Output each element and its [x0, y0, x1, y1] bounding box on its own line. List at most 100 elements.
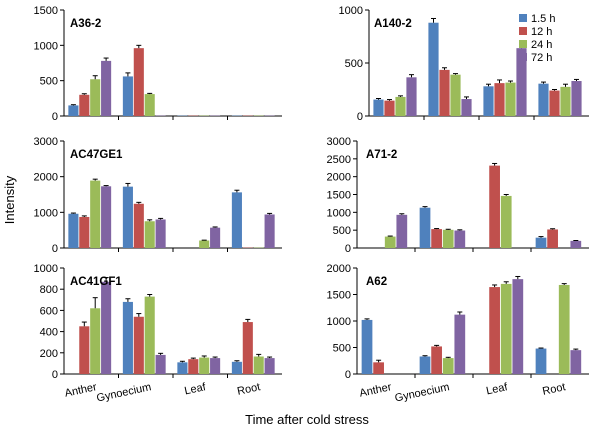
bar-gynoecium-12h [431, 229, 442, 248]
bar-anther-1-5h [373, 99, 384, 116]
legend-label-12h: 12 h [531, 26, 552, 38]
bar-root-1-5h [535, 237, 547, 248]
y-tick-label: 1000 [327, 207, 351, 219]
panel-title: A140-2 [374, 18, 412, 30]
y-tick-label: 800 [40, 284, 58, 296]
panel-title: A36-2 [70, 18, 101, 30]
panel-title: A62 [366, 276, 387, 288]
bar-leaf-72h [516, 48, 527, 116]
bar-anther-12h [79, 326, 90, 374]
panel-a140-2: 0 500 1000 A140-2 [339, 5, 589, 123]
bar-anther-1-5h [361, 319, 373, 374]
category-label-root: Root [541, 381, 566, 398]
bar-leaf-72h [210, 358, 221, 374]
bar-root-24h [558, 284, 570, 374]
y-tick-label: 500 [333, 225, 351, 237]
bar-gynoecium-12h [133, 48, 144, 116]
bar-gynoecium-12h [133, 203, 144, 248]
bar-gynoecium-1-5h [122, 186, 133, 248]
bar-root-12h [549, 90, 560, 116]
y-tick-label: 0 [345, 369, 351, 381]
y-tick-label: 500 [333, 343, 351, 355]
bar-root-12h [547, 229, 558, 248]
y-tick-label: 1000 [339, 5, 363, 17]
legend-swatch-1-5h [519, 14, 527, 22]
y-tick-label: 500 [40, 76, 58, 88]
bar-root-72h [570, 350, 582, 374]
y-tick-label: 2000 [34, 172, 58, 184]
bar-anther-72h [406, 77, 417, 116]
bar-gynoecium-72h [454, 314, 466, 374]
bar-leaf-12h [489, 287, 500, 374]
bar-gynoecium-72h [155, 219, 166, 248]
y-tick-label: 3000 [34, 136, 58, 148]
bar-gynoecium-24h [144, 94, 155, 116]
y-tick-label: 400 [40, 327, 58, 339]
bar-root-1-5h [231, 192, 242, 248]
bar-leaf-24h [500, 195, 512, 248]
legend: 1.5 h12 h24 h72 h [519, 13, 555, 64]
bar-gynoecium-24h [144, 296, 155, 374]
bar-leaf-12h [188, 359, 199, 374]
bar-anther-24h [395, 96, 406, 116]
bar-gynoecium-1-5h [122, 301, 133, 374]
legend-swatch-12h [519, 27, 527, 35]
panel-title: AC41GF1 [70, 276, 122, 288]
bar-anther-24h [90, 308, 101, 374]
bar-anther-24h [90, 180, 101, 248]
panel-title: AC47GE1 [70, 149, 123, 161]
panel-title: A71-2 [366, 149, 397, 161]
y-tick-label: 500 [345, 58, 363, 70]
panel-ac47ge1: 0 1000 2000 3000 AC47GE1 [34, 136, 282, 255]
bar-root-72h [264, 358, 275, 374]
bar-anther-72h [396, 214, 408, 248]
legend-swatch-24h [519, 40, 527, 48]
legend-swatch-72h [519, 53, 527, 61]
y-tick-label: 2500 [327, 154, 351, 166]
bar-gynoecium-24h [144, 221, 155, 248]
y-tick-label: 0 [357, 111, 363, 123]
panel-a36-2: 0 500 1000 1500 A36-2 [34, 5, 282, 123]
y-tick-label: 0 [52, 111, 58, 123]
panel-a71-2: 0 500 1000 1500 2000 2500 3000 A71-2 [327, 136, 589, 255]
x-axis-label: Time after cold stress [245, 412, 369, 427]
bar-root-72h [571, 81, 582, 116]
bar-anther-12h [384, 100, 395, 116]
category-label-gynoecium: Gynoecium [95, 381, 152, 404]
panel-ac41gf1: 0 200 400 600 800 1000 AC41GF1 [34, 263, 282, 381]
bar-gynoecium-1-5h [419, 356, 431, 374]
bar-anther-72h [101, 281, 112, 374]
y-tick-label: 1000 [34, 263, 58, 275]
bar-gynoecium-12h [431, 346, 442, 374]
y-tick-label: 0 [52, 243, 58, 255]
bar-root-24h [253, 356, 264, 374]
bar-root-1-5h [231, 361, 242, 374]
legend-label-72h: 72 h [531, 52, 552, 64]
bar-gynoecium-24h [450, 74, 461, 116]
panel-a62: 0 500 1000 1500 2000 A62 [327, 263, 589, 381]
legend-label-1-5h: 1.5 h [531, 13, 555, 25]
bar-anther-12h [373, 362, 384, 374]
y-tick-label: 1000 [327, 316, 351, 328]
bar-gynoecium-1-5h [122, 76, 133, 116]
bar-anther-1-5h [68, 213, 79, 248]
y-tick-label: 2000 [327, 172, 351, 184]
bar-gynoecium-24h [442, 358, 454, 374]
y-tick-label: 0 [345, 243, 351, 255]
bar-anther-24h [384, 236, 396, 248]
bar-leaf-24h [199, 240, 210, 248]
bar-anther-72h [101, 60, 112, 116]
category-label-leaf: Leaf [485, 381, 509, 397]
category-label-anther: Anther [358, 381, 393, 400]
y-tick-label: 2000 [327, 263, 351, 275]
bar-leaf-24h [505, 82, 516, 116]
bar-leaf-24h [199, 357, 210, 374]
bar-gynoecium-1-5h [428, 22, 439, 116]
legend-label-24h: 24 h [531, 39, 552, 51]
bar-gynoecium-12h [133, 316, 144, 374]
category-label-anther: Anther [64, 381, 99, 400]
y-tick-label: 1000 [34, 207, 58, 219]
bar-leaf-1-5h [483, 86, 494, 116]
bar-root-24h [560, 86, 571, 116]
y-tick-label: 1000 [34, 40, 58, 52]
